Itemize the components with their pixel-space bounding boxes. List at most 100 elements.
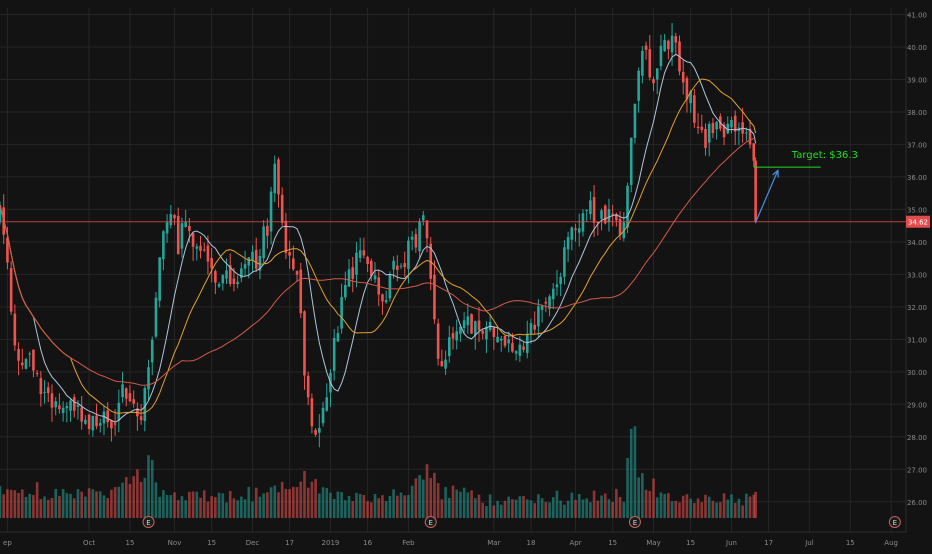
candle-body — [470, 314, 473, 334]
candle-body — [173, 214, 176, 219]
volume-bar — [61, 489, 65, 518]
volume-bar — [206, 501, 210, 518]
last-price-tag-background — [906, 215, 930, 228]
volume-bar — [559, 500, 562, 518]
candle-body — [139, 416, 143, 420]
volume-bar — [459, 491, 462, 518]
x-tick-label: 15 — [608, 539, 617, 547]
volume-bar — [310, 481, 314, 518]
candle-body — [514, 351, 518, 354]
volume-bar — [451, 485, 455, 518]
volume-bar — [615, 488, 618, 518]
volume-bar — [225, 502, 228, 518]
candle-body — [447, 337, 451, 357]
candle-body — [240, 268, 243, 279]
volume-bar — [754, 491, 757, 518]
candle-body — [158, 257, 161, 301]
candle-body — [195, 246, 199, 249]
candle-body — [425, 220, 429, 239]
x-tick-label: 2019 — [322, 539, 340, 547]
volume-bar — [314, 479, 317, 518]
volume-bar — [76, 489, 80, 518]
volume-bar — [418, 475, 421, 518]
y-tick-label: 29.00 — [907, 401, 927, 409]
y-tick-label: 26.00 — [907, 499, 927, 507]
volume-bar — [641, 473, 644, 518]
earnings-icon — [424, 516, 437, 528]
volume-bar — [462, 487, 466, 518]
candle-body — [362, 250, 366, 256]
volume-bar — [618, 496, 622, 518]
volume-bar — [663, 493, 666, 518]
y-axis[interactable]: 26.00 27.00 28.00 29.00 30.00 31.00 32.00 33.00… — [907, 11, 927, 506]
candle-body — [80, 407, 83, 422]
candle-body — [217, 284, 221, 287]
volume-bar — [20, 489, 24, 518]
volume-bar — [292, 486, 295, 518]
volume-bar — [351, 501, 355, 518]
volume-bar — [280, 481, 284, 518]
candle-body — [622, 222, 626, 239]
volume-bar — [648, 491, 652, 518]
volume-bar — [113, 487, 117, 518]
volume-bar — [555, 490, 559, 518]
volume-bar — [637, 477, 640, 518]
candle-body — [589, 200, 592, 214]
candle-body — [225, 270, 228, 279]
candle-body — [43, 391, 46, 393]
candle-body — [455, 331, 459, 341]
x-axis[interactable]: ep Oct 15 Nov 15 Dec 17 2019 16 Feb Mar 18 Apr 15 May 1… — [3, 539, 898, 547]
volume-bar — [525, 499, 529, 518]
volume-bar — [347, 496, 351, 518]
candle-body — [570, 227, 574, 240]
volume-bar — [737, 498, 741, 518]
candle-body — [421, 215, 425, 221]
candle-body — [366, 256, 369, 264]
candle-body — [637, 70, 640, 101]
candle-body — [351, 267, 355, 279]
candle-body — [577, 228, 581, 233]
candle-body — [566, 237, 570, 250]
candle-body — [277, 159, 280, 195]
moving-average-slow — [0, 137, 756, 386]
volume-bar — [388, 496, 392, 518]
volume-bar — [91, 489, 95, 518]
candle-body — [704, 128, 707, 148]
candle-body — [481, 330, 485, 334]
candle-body — [693, 95, 696, 123]
candle-body — [87, 414, 91, 430]
volume-bar — [410, 485, 414, 518]
candle-body — [128, 393, 132, 402]
candle-body — [574, 228, 577, 231]
volume-bar — [444, 487, 447, 518]
moving-average-mid — [0, 78, 757, 414]
candle-body — [600, 210, 603, 219]
candle-body — [9, 268, 13, 312]
volume-bar — [54, 488, 57, 518]
candle-body — [667, 40, 670, 50]
candle-body — [726, 123, 730, 134]
candle-body — [607, 209, 611, 223]
candle-body — [288, 251, 291, 256]
volume-bar — [529, 500, 533, 518]
last-price-tag-text: 34.62 — [908, 219, 928, 227]
volume-bar — [336, 491, 340, 518]
volume-bar — [176, 500, 180, 518]
candle-body — [496, 336, 499, 343]
volume-bar — [243, 499, 247, 518]
candle-body — [284, 220, 288, 253]
candle-body — [206, 245, 210, 262]
x-tick-label: 16 — [363, 539, 372, 547]
candle-body — [618, 218, 622, 235]
x-tick-label: 15 — [686, 539, 695, 547]
volume-bar — [741, 505, 744, 518]
volume-bar — [150, 459, 154, 518]
candle-body — [596, 222, 600, 224]
candle-body — [433, 274, 436, 320]
candles — [0, 22, 757, 448]
volume-bar — [110, 489, 113, 518]
volume-bar — [32, 494, 35, 518]
candle-body — [633, 103, 637, 138]
volume-bar — [607, 499, 611, 518]
